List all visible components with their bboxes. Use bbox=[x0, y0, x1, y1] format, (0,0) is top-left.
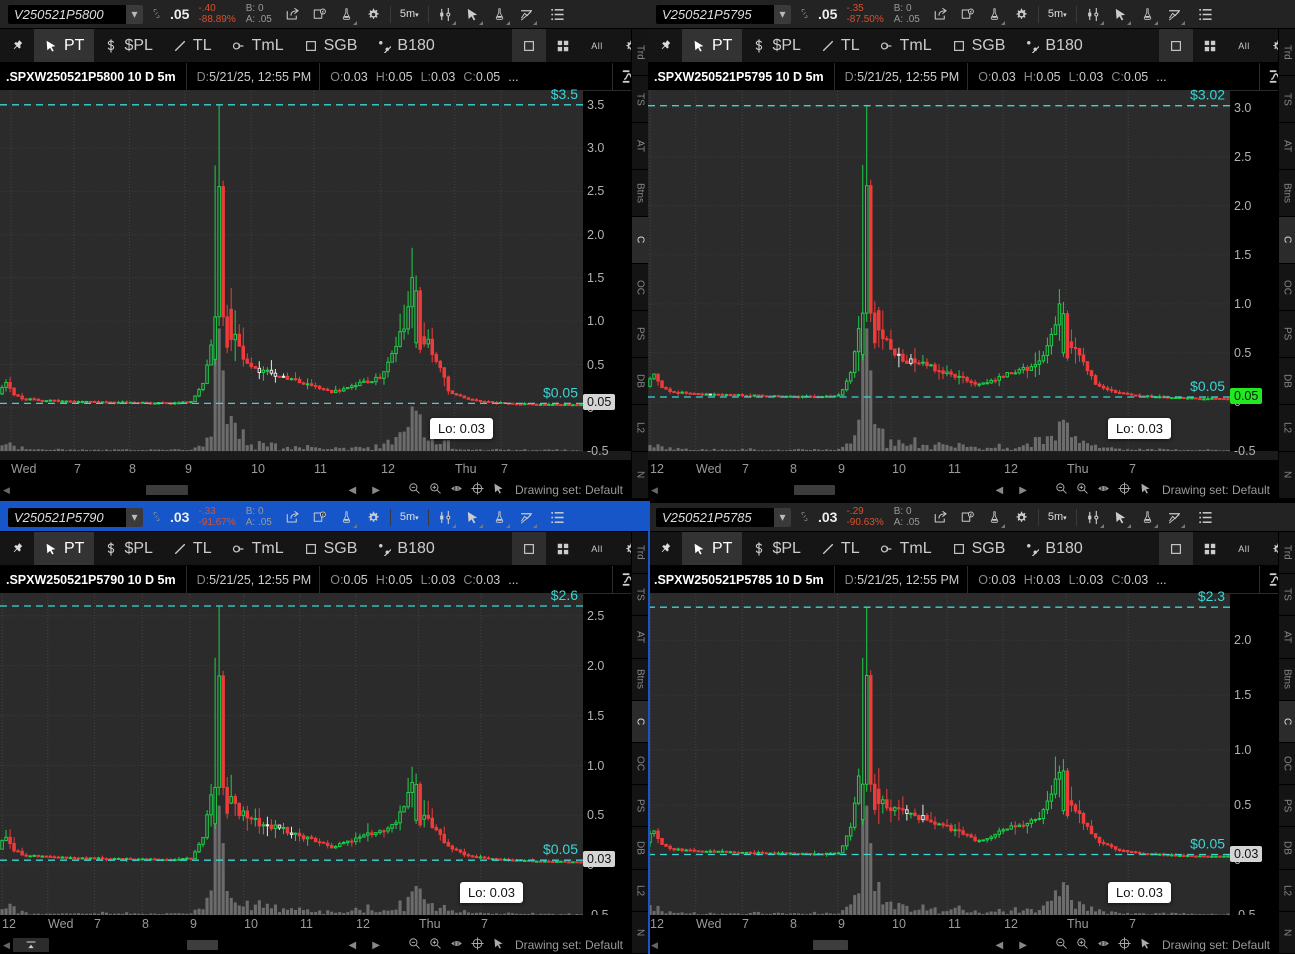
svg-text:$0.05: $0.05 bbox=[543, 384, 578, 400]
svg-text:$0.05: $0.05 bbox=[1190, 835, 1225, 851]
svg-text:$0.05: $0.05 bbox=[1190, 378, 1225, 394]
svg-text:$3.02: $3.02 bbox=[1190, 87, 1225, 103]
svg-text:$2.6: $2.6 bbox=[551, 587, 578, 603]
svg-text:$3.5: $3.5 bbox=[551, 86, 578, 102]
svg-text:$2.3: $2.3 bbox=[1198, 588, 1225, 604]
svg-text:$0.05: $0.05 bbox=[543, 841, 578, 857]
